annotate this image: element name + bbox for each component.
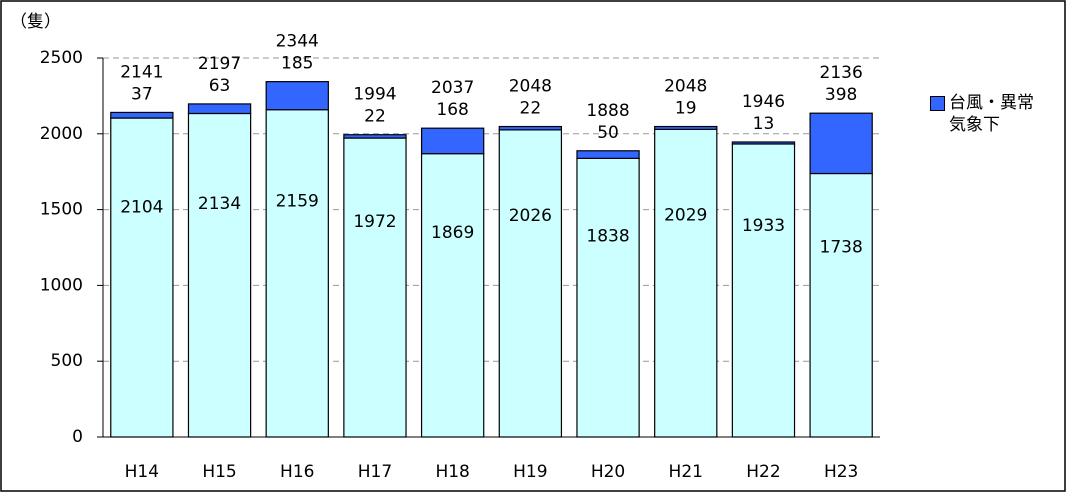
bar-segment <box>420 127 485 155</box>
bar-segment <box>110 117 174 438</box>
bar-segment <box>654 128 718 438</box>
value-label: 22 <box>520 99 542 119</box>
total-label: 2037 <box>431 78 474 98</box>
value-label: 2104 <box>120 197 163 217</box>
x-tick-label: H16 <box>280 462 314 482</box>
bar-segment <box>187 103 252 115</box>
x-tick-label: H20 <box>591 462 625 482</box>
value-label: 19 <box>675 99 697 119</box>
bar-segment <box>498 129 563 438</box>
bar-segment <box>498 125 563 131</box>
bar-segment <box>265 81 329 111</box>
x-tick-label: H17 <box>358 462 392 482</box>
value-label: 2159 <box>276 191 319 211</box>
value-label: 398 <box>825 85 857 105</box>
value-label: 63 <box>209 76 231 96</box>
bar-segment <box>809 172 873 438</box>
y-tick-label: 0 <box>72 427 83 447</box>
bar-segment <box>576 150 640 159</box>
total-label: 2197 <box>198 54 241 74</box>
y-tick-label: 1500 <box>40 200 83 220</box>
total-label: 2048 <box>509 77 552 97</box>
bar-segment <box>731 141 796 145</box>
total-label: 1994 <box>353 85 396 105</box>
total-label: 1888 <box>586 101 629 121</box>
y-tick-label: 2000 <box>40 124 83 144</box>
y-tick-label: 1000 <box>40 275 83 295</box>
y-axis-label: （隻） <box>10 12 61 32</box>
x-tick-label: H15 <box>202 462 236 482</box>
value-label: 50 <box>597 123 619 143</box>
value-label: 1933 <box>742 216 785 236</box>
bar-segment <box>576 157 640 438</box>
value-label: 13 <box>753 114 775 134</box>
bar-segment <box>731 143 796 438</box>
bar-segment <box>187 112 252 438</box>
value-label: 2026 <box>509 206 552 226</box>
total-label: 2136 <box>820 63 863 83</box>
legend: 台風・異常気象下 <box>930 92 1038 136</box>
value-label: 2029 <box>664 206 707 226</box>
x-tick-label: H21 <box>669 462 703 482</box>
value-label: 37 <box>131 84 153 104</box>
bar-segment <box>654 125 718 131</box>
value-label: 1869 <box>431 223 474 243</box>
value-label: 168 <box>436 100 468 120</box>
value-label: 185 <box>281 54 313 74</box>
bar-segment <box>110 111 174 119</box>
x-tick-label: H19 <box>513 462 547 482</box>
total-label: 2344 <box>276 32 319 52</box>
x-tick-label: H23 <box>824 462 858 482</box>
total-label: 1946 <box>742 92 785 112</box>
bar-segment <box>809 112 873 175</box>
value-label: 1738 <box>820 237 863 257</box>
x-tick-label: H22 <box>746 462 780 482</box>
legend-label: 台風・異常気象下 <box>949 93 1034 135</box>
total-label: 2141 <box>120 62 163 82</box>
value-label: 1838 <box>586 226 629 246</box>
x-tick-label: H18 <box>435 462 469 482</box>
y-tick-label: 2500 <box>40 48 83 68</box>
legend-swatch <box>930 96 945 111</box>
bar-segment <box>420 153 485 438</box>
value-label: 2134 <box>198 194 241 214</box>
bar-segment <box>265 109 329 438</box>
value-label: 22 <box>364 107 386 127</box>
total-label: 2048 <box>664 77 707 97</box>
bar-segment <box>343 137 407 438</box>
x-tick-label: H14 <box>125 462 159 482</box>
y-tick-label: 500 <box>51 351 83 371</box>
value-label: 1972 <box>353 212 396 232</box>
bar-segment <box>343 134 407 139</box>
